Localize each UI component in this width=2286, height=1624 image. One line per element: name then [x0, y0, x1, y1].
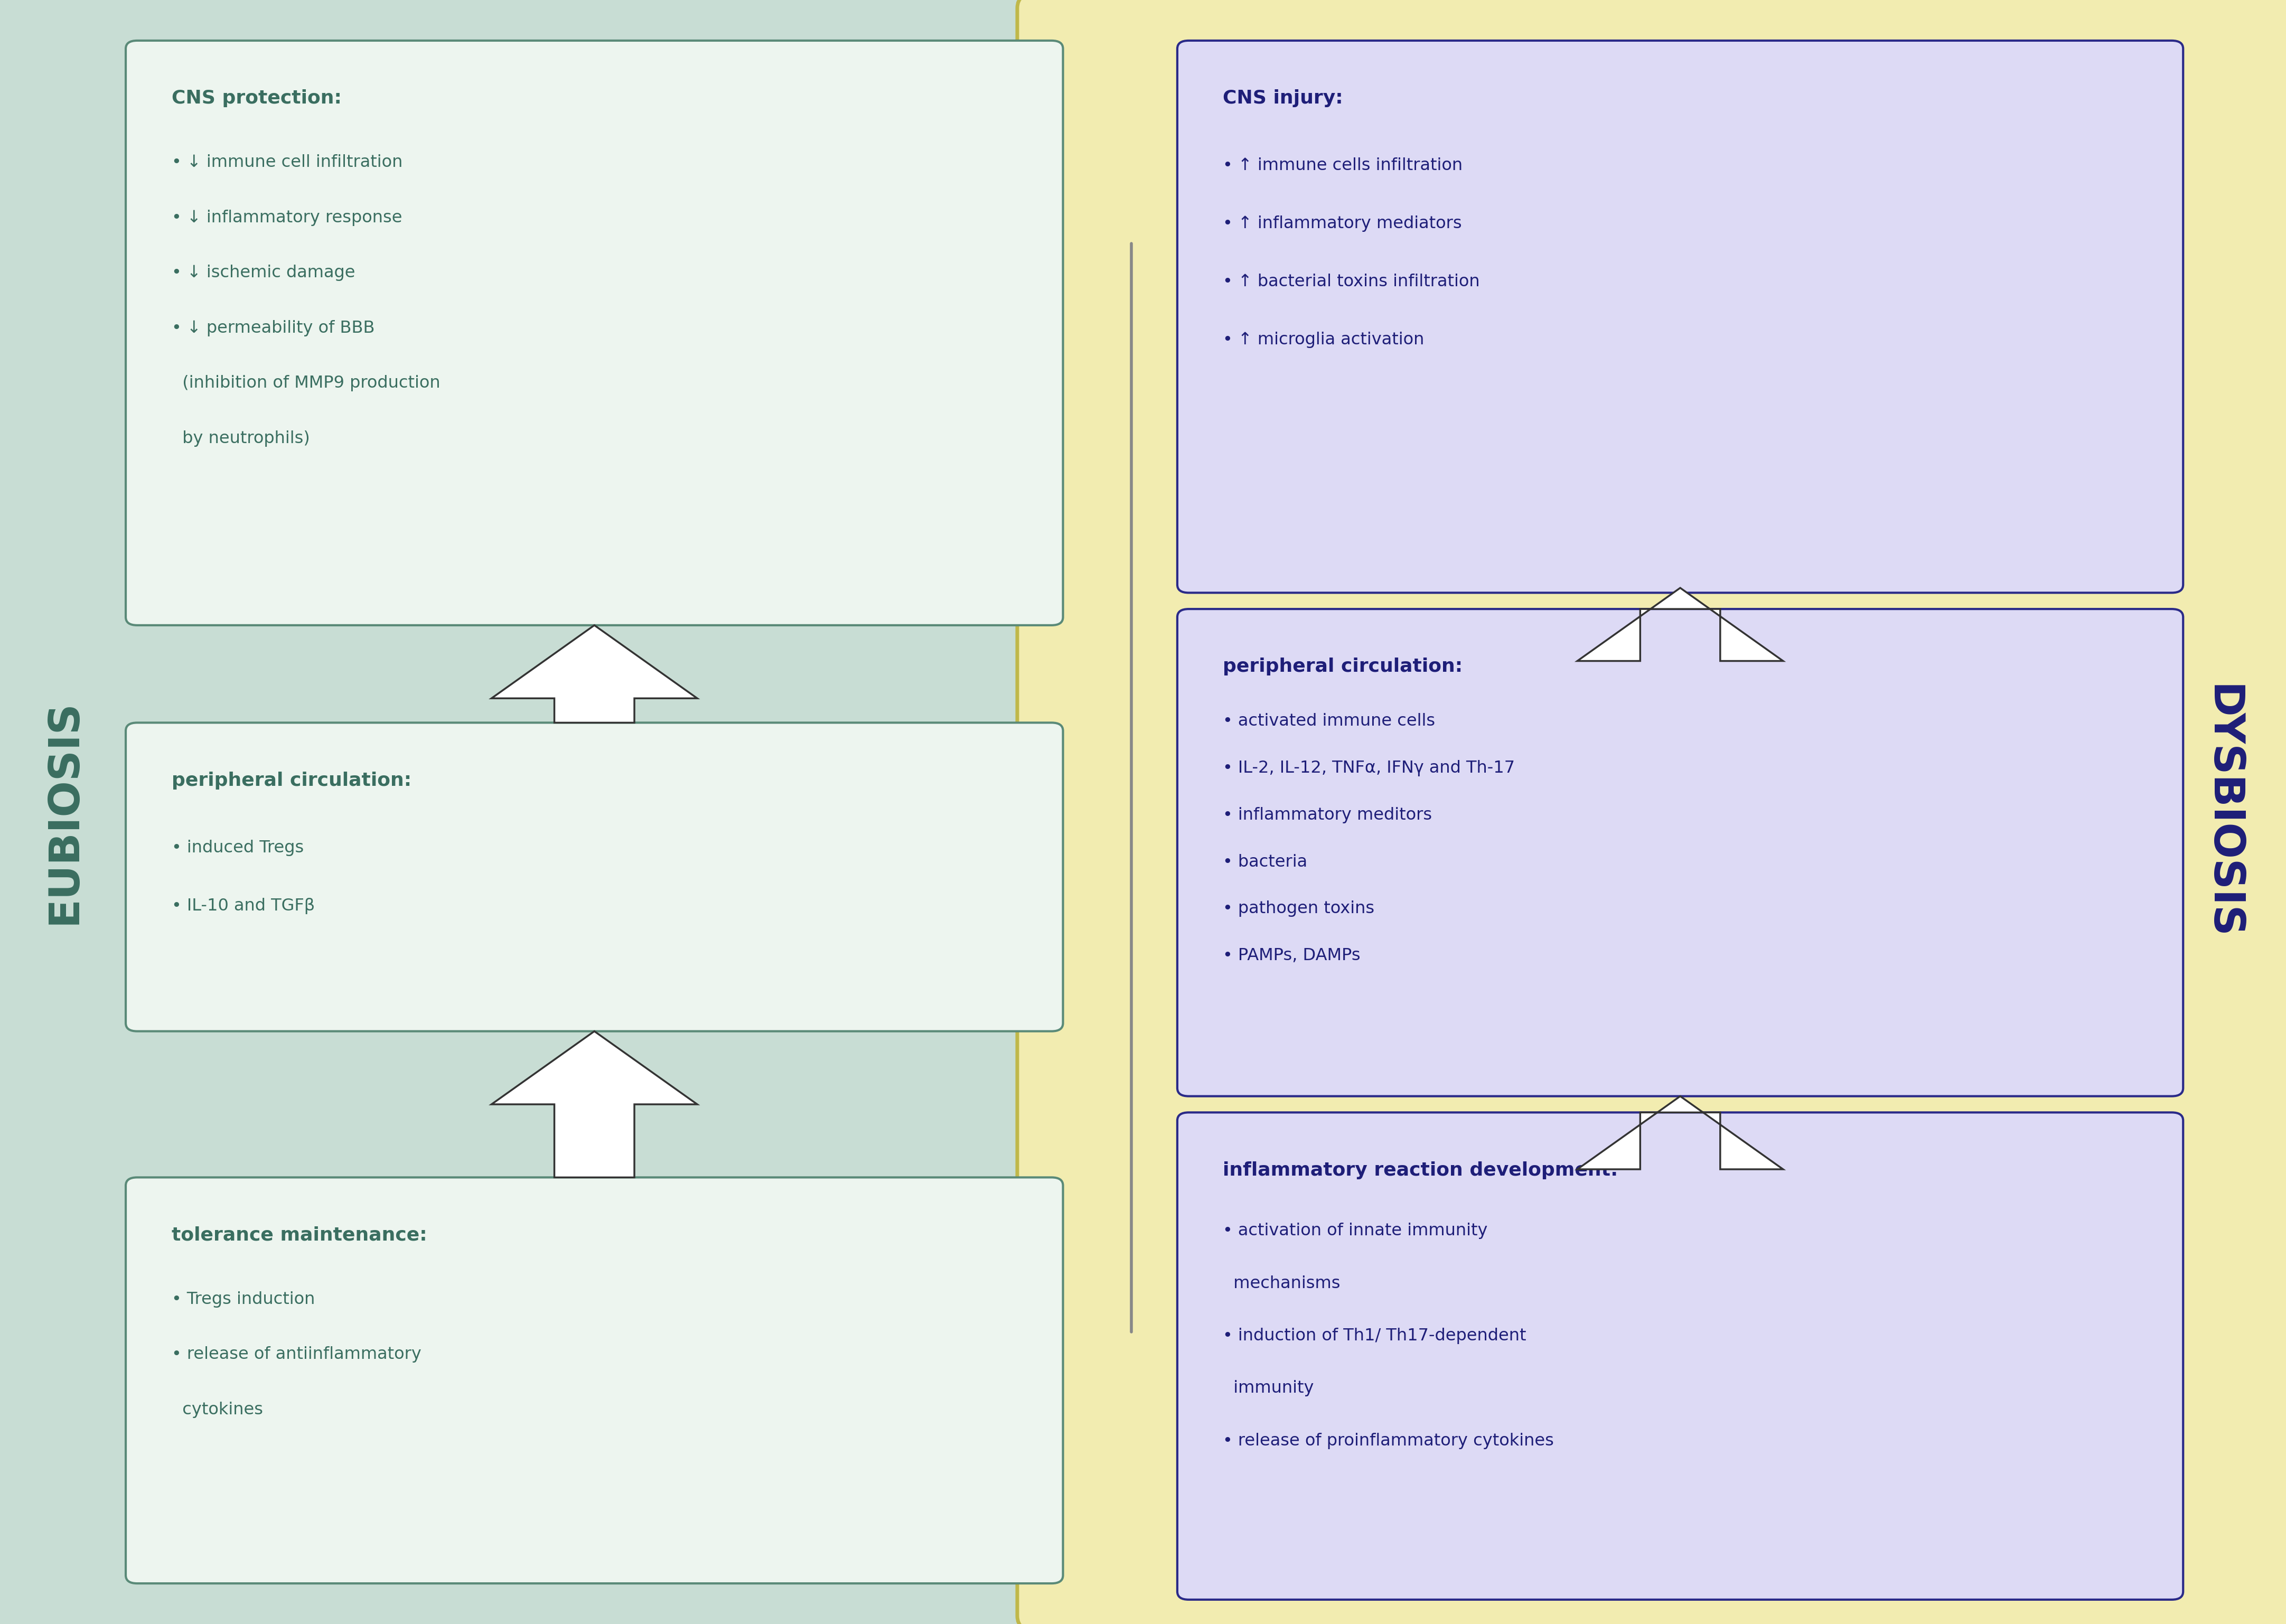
FancyArrow shape	[1577, 588, 1783, 661]
Text: • bacteria: • bacteria	[1223, 854, 1308, 870]
Text: • ↑ microglia activation: • ↑ microglia activation	[1223, 331, 1424, 348]
Text: • ↑ immune cells infiltration: • ↑ immune cells infiltration	[1223, 158, 1463, 174]
Text: • induction of Th1/ Th17-dependent: • induction of Th1/ Th17-dependent	[1223, 1328, 1527, 1345]
FancyArrow shape	[1577, 1096, 1783, 1169]
Text: • inflammatory meditors: • inflammatory meditors	[1223, 807, 1433, 823]
Text: • ↑ bacterial toxins infiltration: • ↑ bacterial toxins infiltration	[1223, 273, 1479, 289]
Text: • ↑ inflammatory mediators: • ↑ inflammatory mediators	[1223, 216, 1463, 232]
Text: • ↓ ischemic damage: • ↓ ischemic damage	[171, 265, 354, 281]
Text: EUBIOSIS: EUBIOSIS	[43, 700, 85, 924]
Text: • ↓ permeability of BBB: • ↓ permeability of BBB	[171, 320, 375, 336]
Text: cytokines: cytokines	[171, 1402, 263, 1418]
Text: immunity: immunity	[1223, 1380, 1314, 1397]
FancyBboxPatch shape	[1177, 41, 2183, 593]
Text: CNS protection:: CNS protection:	[171, 89, 341, 107]
Text: tolerance maintenance:: tolerance maintenance:	[171, 1226, 427, 1244]
FancyBboxPatch shape	[126, 41, 1063, 625]
Text: • induced Tregs: • induced Tregs	[171, 840, 304, 856]
FancyBboxPatch shape	[1177, 609, 2183, 1096]
Text: inflammatory reaction development:: inflammatory reaction development:	[1223, 1161, 1618, 1179]
Text: • Tregs induction: • Tregs induction	[171, 1291, 315, 1307]
FancyArrow shape	[491, 1031, 697, 1177]
FancyBboxPatch shape	[126, 1177, 1063, 1583]
FancyBboxPatch shape	[126, 723, 1063, 1031]
Text: • activated immune cells: • activated immune cells	[1223, 713, 1436, 729]
Text: • activation of innate immunity: • activation of innate immunity	[1223, 1223, 1488, 1239]
Text: mechanisms: mechanisms	[1223, 1275, 1340, 1291]
Text: • IL-2, IL-12, TNFα, IFNγ and Th-17: • IL-2, IL-12, TNFα, IFNγ and Th-17	[1223, 760, 1516, 776]
Text: • ↓ inflammatory response: • ↓ inflammatory response	[171, 209, 402, 226]
Text: • ↓ immune cell infiltration: • ↓ immune cell infiltration	[171, 154, 402, 171]
FancyBboxPatch shape	[1177, 1112, 2183, 1600]
Text: • release of antiinflammatory: • release of antiinflammatory	[171, 1346, 421, 1363]
Text: by neutrophils): by neutrophils)	[171, 430, 309, 447]
Text: peripheral circulation:: peripheral circulation:	[171, 771, 411, 789]
FancyBboxPatch shape	[0, 0, 1269, 1624]
Text: • PAMPs, DAMPs: • PAMPs, DAMPs	[1223, 948, 1360, 965]
Text: CNS injury:: CNS injury:	[1223, 89, 1344, 107]
Text: • pathogen toxins: • pathogen toxins	[1223, 901, 1374, 918]
Text: • release of proinflammatory cytokines: • release of proinflammatory cytokines	[1223, 1432, 1554, 1449]
Text: peripheral circulation:: peripheral circulation:	[1223, 658, 1463, 676]
Text: • IL-10 and TGFβ: • IL-10 and TGFβ	[171, 898, 315, 914]
Text: (inhibition of MMP9 production: (inhibition of MMP9 production	[171, 375, 441, 391]
Text: DYSBIOSIS: DYSBIOSIS	[2201, 685, 2243, 939]
FancyArrow shape	[491, 625, 697, 723]
FancyBboxPatch shape	[1017, 0, 2286, 1624]
